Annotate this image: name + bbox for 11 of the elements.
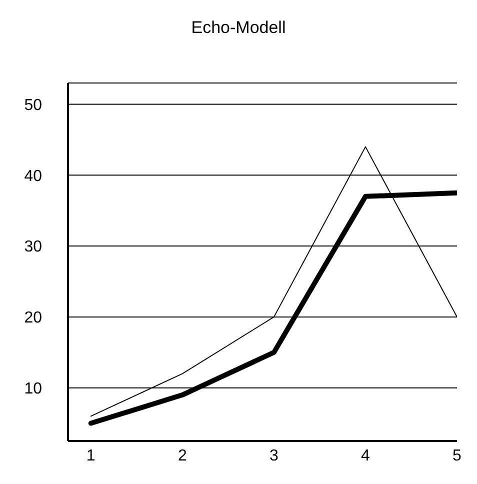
y-tick-label: 10 <box>24 380 42 398</box>
x-tick-label: 1 <box>86 447 96 464</box>
x-tick-label: 3 <box>269 447 278 464</box>
y-tick-label: 20 <box>24 310 42 327</box>
x-tick-label: 4 <box>361 447 370 464</box>
y-tick-label: 50 <box>24 96 42 114</box>
y-tick-label: 40 <box>24 168 42 185</box>
chart-title: Echo-Modell <box>190 17 287 39</box>
y-tick-label: 30 <box>24 238 42 256</box>
x-tick-label: 2 <box>178 447 187 464</box>
x-tick-label: 5 <box>452 447 462 464</box>
